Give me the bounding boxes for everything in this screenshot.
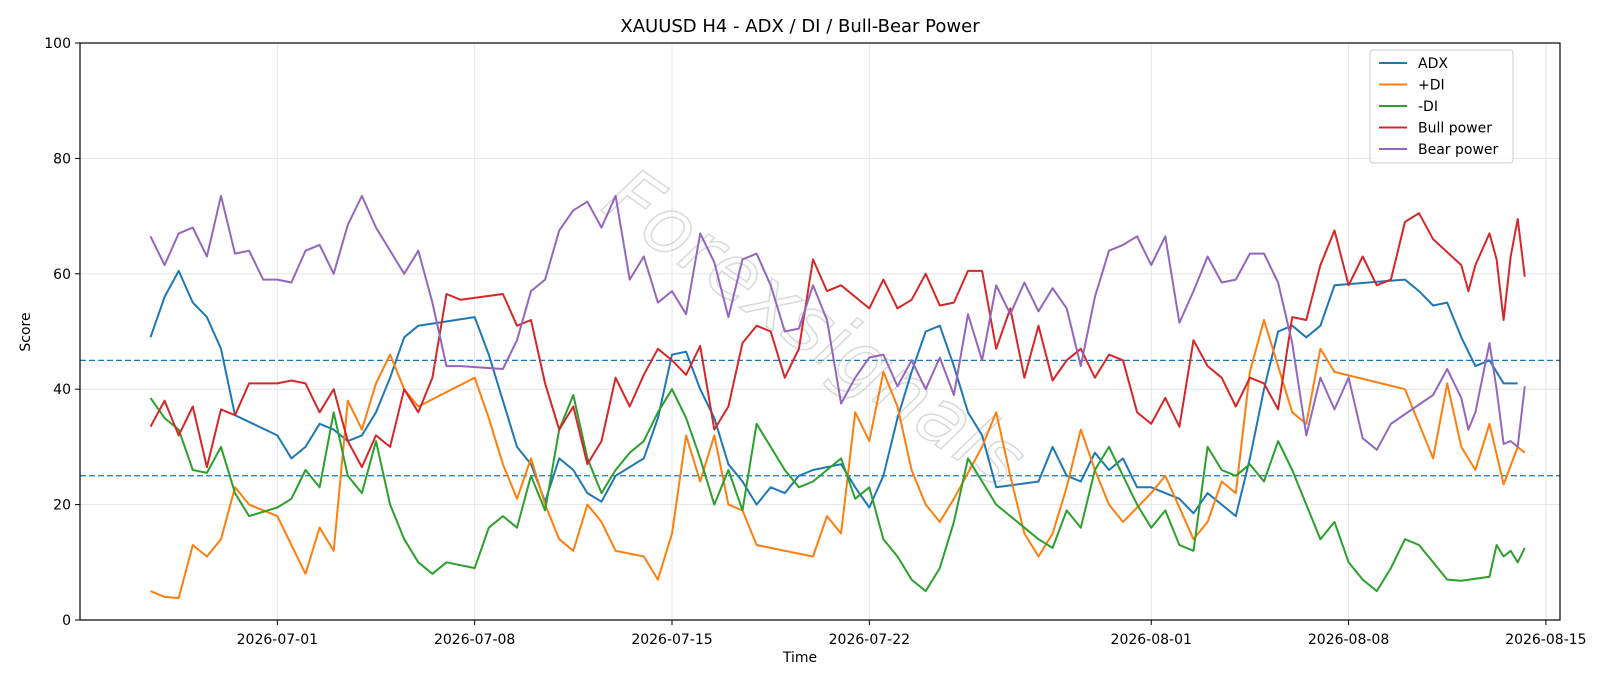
chart-title: XAUUSD H4 - ADX / DI / Bull-Bear Power	[620, 16, 980, 37]
legend: ADX +DI -DI Bull power Bear power	[1369, 49, 1514, 164]
y-axis-label: Score	[18, 312, 34, 351]
series-line-di	[150, 319, 1526, 600]
series-line-di	[149, 388, 1526, 593]
x-tick-label: 2026-08-01	[1111, 632, 1192, 648]
legend-label: Bull power	[1418, 121, 1492, 137]
y-tick-label: 80	[53, 151, 71, 167]
x-tick-label: 2026-07-15	[631, 632, 712, 648]
x-tick-label: 2026-07-01	[237, 632, 318, 648]
legend-label: ADX	[1418, 56, 1448, 72]
x-tick-label: 2026-08-15	[1505, 632, 1586, 648]
plot-frame	[79, 42, 1561, 621]
y-tick-label: 100	[44, 36, 71, 52]
series-line-bear-power	[149, 194, 1526, 451]
y-tick-label: 60	[53, 267, 71, 283]
legend-label: -DI	[1418, 99, 1438, 115]
x-tick-label: 2026-07-08	[434, 632, 515, 648]
grid	[80, 42, 1560, 621]
y-ticks: 0 20 40 60 80 100	[44, 36, 80, 629]
x-ticks: 2026-07-01 2026-07-08 2026-07-15 2026-07-22…	[237, 620, 1587, 648]
x-axis-label: Time	[782, 650, 817, 666]
x-tick-label: 2026-07-22	[829, 632, 910, 648]
y-tick-label: 20	[53, 498, 71, 514]
series-line-bull-power	[149, 212, 1526, 469]
legend-label: +DI	[1418, 78, 1445, 94]
legend-label: Bear power	[1418, 142, 1499, 158]
y-tick-label: 40	[53, 382, 71, 398]
x-tick-label: 2026-08-08	[1308, 632, 1389, 648]
legend-box	[1369, 49, 1514, 164]
series-line-adx	[149, 269, 1518, 518]
y-tick-label: 0	[62, 613, 71, 629]
series-lines	[149, 194, 1526, 600]
